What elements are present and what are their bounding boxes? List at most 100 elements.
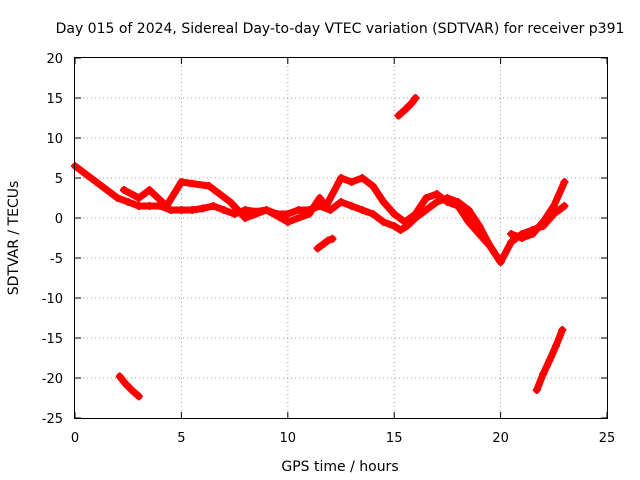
data-point xyxy=(283,210,292,218)
y-tick-label: 10 xyxy=(46,132,63,147)
data-point xyxy=(113,194,122,202)
data-point xyxy=(496,258,505,266)
data-point xyxy=(315,194,324,202)
x-axis-label: GPS time / hours xyxy=(281,459,398,475)
data-point xyxy=(411,94,420,102)
series-low-right xyxy=(532,326,567,394)
data-point xyxy=(347,178,356,186)
y-tick-label: 20 xyxy=(46,52,63,67)
data-point xyxy=(134,392,143,401)
data-point xyxy=(400,218,409,226)
data-point xyxy=(558,326,567,334)
data-point xyxy=(394,111,403,120)
series-trace xyxy=(394,94,419,120)
data-point xyxy=(305,210,314,218)
data-point xyxy=(166,206,175,214)
x-tick-label: 10 xyxy=(280,431,297,446)
data-point xyxy=(188,206,197,214)
data-point xyxy=(128,386,137,395)
data-point xyxy=(322,202,331,210)
data-point xyxy=(134,194,143,202)
data-point xyxy=(324,236,333,245)
x-tick-label: 15 xyxy=(386,431,403,446)
data-point xyxy=(464,218,473,226)
data-point xyxy=(422,194,431,202)
y-tick-label: -20 xyxy=(42,372,63,387)
data-point xyxy=(528,230,537,238)
data-point xyxy=(358,174,367,182)
x-tick-label: 20 xyxy=(492,431,509,446)
data-point xyxy=(432,198,441,206)
y-axis-label: SDTVAR / TECUs xyxy=(6,181,22,296)
data-point xyxy=(507,238,516,246)
data-point xyxy=(560,202,569,210)
data-point xyxy=(145,186,154,194)
y-tick-label: 5 xyxy=(55,172,63,187)
x-tick-label: 25 xyxy=(599,431,616,446)
data-point xyxy=(443,198,452,206)
data-point xyxy=(177,206,186,214)
data-point xyxy=(464,206,473,214)
data-point xyxy=(294,206,303,214)
y-tick-label: -15 xyxy=(42,332,63,347)
data-point xyxy=(119,186,128,194)
data-point xyxy=(485,242,494,250)
data-point xyxy=(337,198,345,206)
data-point xyxy=(215,190,224,198)
series-rising-arc xyxy=(507,178,569,242)
data-point xyxy=(560,178,569,186)
data-point xyxy=(411,210,420,218)
data-point xyxy=(539,218,548,226)
data-point xyxy=(115,372,124,381)
data-point xyxy=(368,210,377,218)
series-upper-arc xyxy=(394,94,420,120)
data-point xyxy=(313,244,322,253)
data-point xyxy=(551,342,560,350)
x-tick-label: 0 xyxy=(71,431,79,446)
data-point xyxy=(337,174,345,182)
data-point xyxy=(205,182,214,190)
data-point xyxy=(532,386,541,394)
data-point xyxy=(517,234,526,242)
data-point xyxy=(81,170,90,178)
data-point xyxy=(475,230,484,238)
data-point xyxy=(241,214,250,222)
y-tick-label: -5 xyxy=(50,252,63,267)
data-point xyxy=(390,210,399,218)
data-point xyxy=(226,198,235,206)
tick-layer: 0 5 10 15 20 25 20 15 10 5 0 -5 -10 -15 -20 -25 xyxy=(42,52,616,446)
data-point xyxy=(326,206,335,214)
data-point xyxy=(368,182,377,190)
data-point xyxy=(507,230,516,238)
grid-layer xyxy=(75,58,607,418)
data-point xyxy=(407,99,416,108)
data-point xyxy=(390,222,399,230)
x-tick-label: 5 xyxy=(177,431,185,446)
y-tick-label: -25 xyxy=(42,412,63,427)
data-point xyxy=(209,202,218,210)
data-point xyxy=(319,239,328,248)
data-point xyxy=(379,198,388,206)
data-point xyxy=(545,356,554,365)
data-point xyxy=(102,186,111,194)
data-point xyxy=(432,190,441,198)
data-point xyxy=(134,202,143,210)
data-point xyxy=(400,106,409,114)
data-point xyxy=(379,218,388,226)
plot-frame xyxy=(74,57,608,419)
data-point xyxy=(219,206,228,214)
series-upper-branch xyxy=(119,174,505,266)
data-point xyxy=(358,206,367,214)
data-point xyxy=(549,202,558,210)
data-point xyxy=(347,202,356,210)
data-point xyxy=(145,202,154,210)
data-point xyxy=(396,226,405,234)
data-point xyxy=(122,380,131,389)
data-point xyxy=(283,218,292,226)
data-point xyxy=(124,198,133,206)
data-point xyxy=(454,202,463,210)
chart-title: Day 015 of 2024, Sidereal Day-to-day VTE… xyxy=(56,21,625,37)
data-point xyxy=(328,234,337,243)
y-tick-label: -10 xyxy=(42,292,63,307)
